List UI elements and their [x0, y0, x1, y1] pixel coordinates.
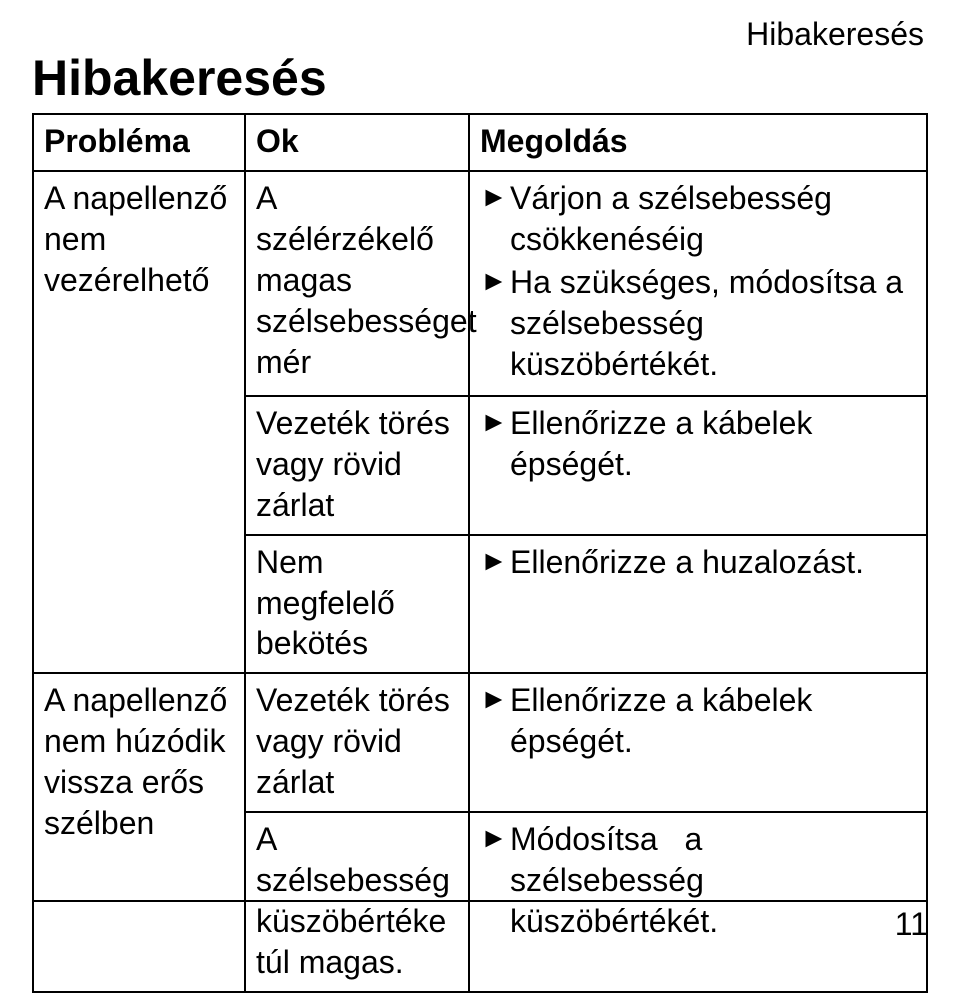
table-row: A napellenző nem húzódik vissza erős szé… — [33, 673, 927, 812]
cell-problem: A napellenző nem vezérelhető — [33, 171, 245, 673]
solution-line: Módosítsa a szélsebesség — [510, 821, 704, 898]
col-header-solution: Megoldás — [469, 114, 927, 171]
solution-text: Várjon a szélsebesség csökkenéséig — [510, 178, 916, 260]
cell-solution: ► Ellenőrizze a kábelek épségét. — [469, 396, 927, 535]
bullet-icon: ► — [480, 819, 510, 857]
page-number: 11 — [895, 906, 928, 942]
troubleshooting-table: Probléma Ok Megoldás A napellenző nem ve… — [32, 113, 928, 993]
bullet-icon: ► — [480, 403, 510, 441]
bullet-icon: ► — [480, 178, 510, 216]
cell-cause: Vezeték törés vagy rövid zárlat — [245, 396, 469, 535]
cell-cause: Vezeték törés vagy rövid zárlat — [245, 673, 469, 812]
bullet-icon: ► — [480, 262, 510, 300]
solution-text: Ellenőrizze a huzalozást. — [510, 542, 916, 583]
cell-solution: ► Ellenőrizze a kábelek épségét. — [469, 673, 927, 812]
table-row: A napellenző nem vezérelhető A szélérzék… — [33, 171, 927, 396]
solution-text: Ellenőrizze a kábelek épségét. — [510, 403, 916, 485]
col-header-cause: Ok — [245, 114, 469, 171]
running-header: Hibakeresés — [32, 16, 928, 53]
cell-solution: ► Ellenőrizze a huzalozást. — [469, 535, 927, 674]
cell-problem: A napellenző nem húzódik vissza erős szé… — [33, 673, 245, 992]
cell-cause: Nem megfelelő bekötés — [245, 535, 469, 674]
section-heading: Hibakeresés — [32, 49, 928, 107]
cell-cause: A szélérzékelő magas szélsebességet mér — [245, 171, 469, 396]
col-header-problem: Probléma — [33, 114, 245, 171]
cell-solution: ► Várjon a szélsebesség csökkenéséig ► H… — [469, 171, 927, 396]
table-header-row: Probléma Ok Megoldás — [33, 114, 927, 171]
bullet-icon: ► — [480, 680, 510, 718]
bullet-icon: ► — [480, 542, 510, 580]
solution-text: Ha szükséges, módosítsa a szélsebesség k… — [510, 262, 916, 385]
solution-text: Ellenőrizze a kábelek épségét. — [510, 680, 916, 762]
page-root: Hibakeresés Hibakeresés Probléma Ok Mego… — [0, 0, 960, 967]
page-footer: 11 — [32, 900, 928, 943]
